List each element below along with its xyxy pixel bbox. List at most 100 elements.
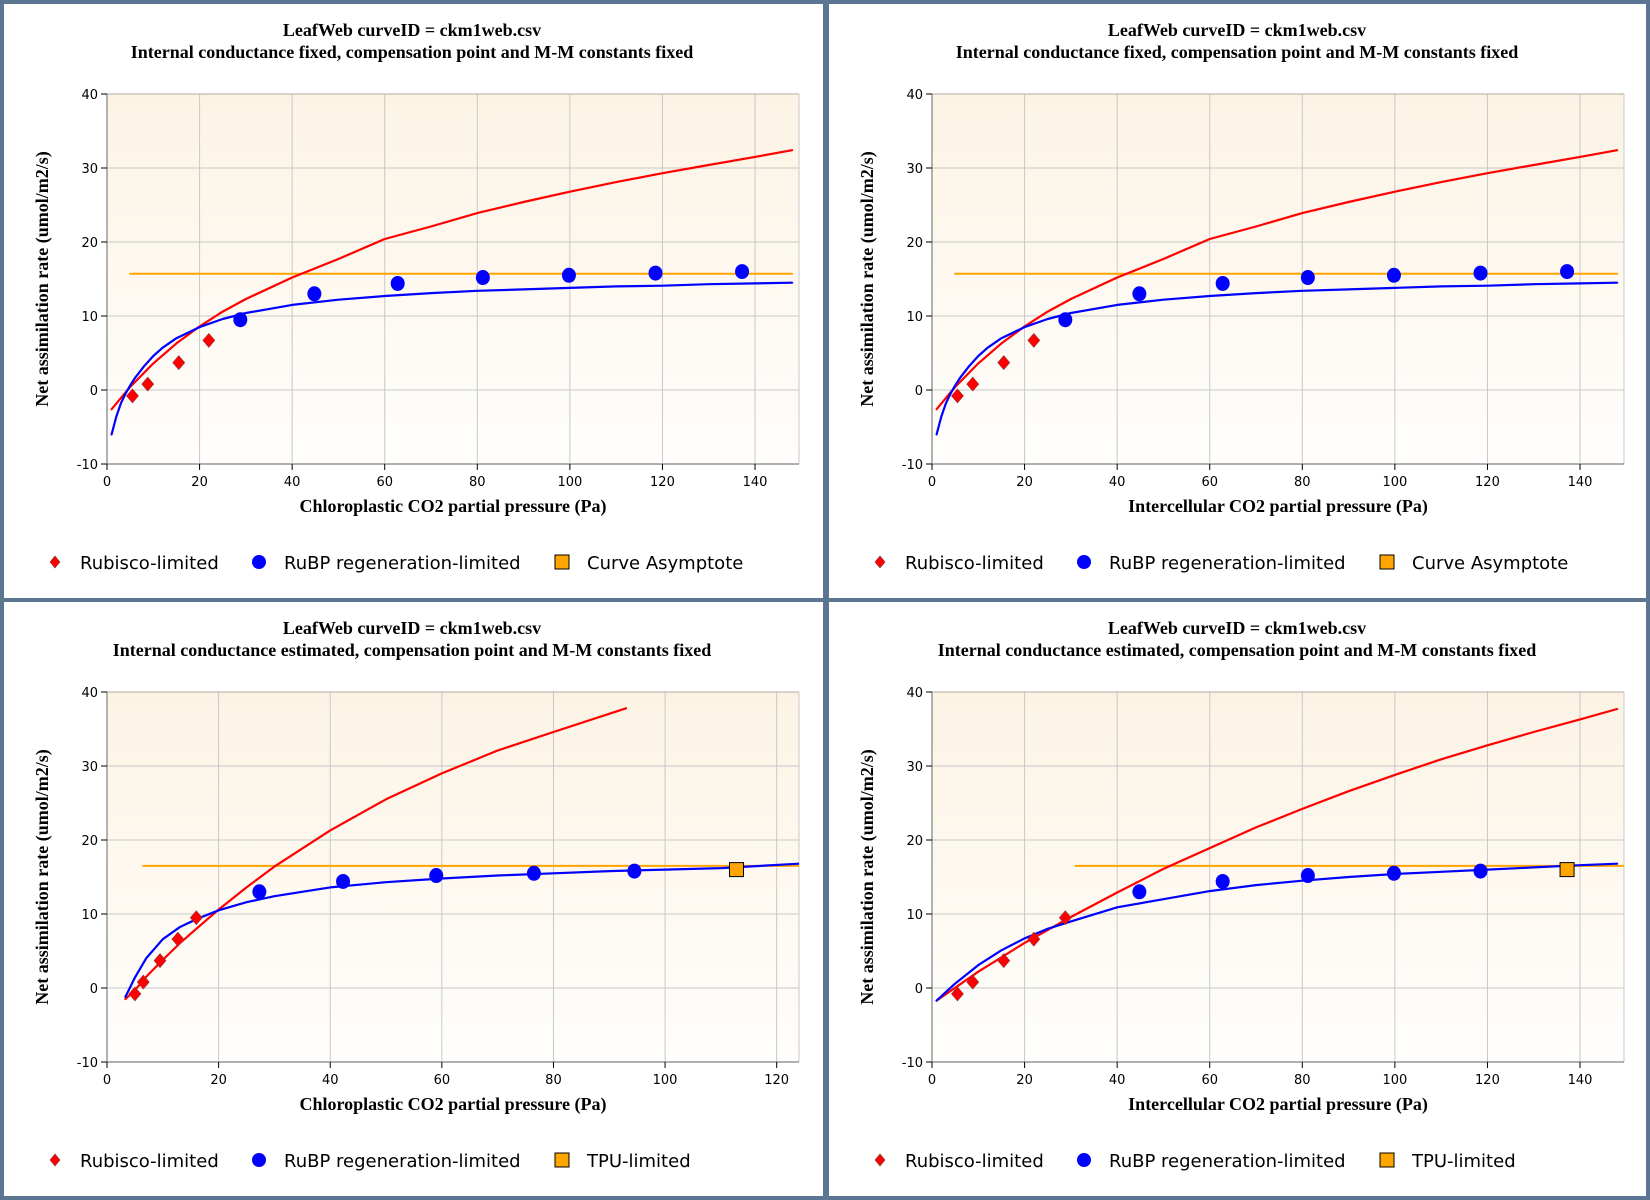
x-tick-label: 120 bbox=[764, 1073, 789, 1088]
x-axis-title: Intercellular CO2 partial pressure (Pa) bbox=[1128, 496, 1428, 517]
y-axis-title: Net assimilation rate (umol/m2/s) bbox=[857, 151, 878, 406]
x-tick-label: 0 bbox=[103, 1073, 111, 1088]
tpu-point bbox=[728, 862, 744, 878]
legend-item: Curve Asymptote bbox=[1379, 553, 1568, 574]
x-axis-title: Chloroplastic CO2 partial pressure (Pa) bbox=[300, 496, 607, 517]
y-tick-label: 40 bbox=[81, 88, 98, 103]
y-tick-label: 30 bbox=[81, 162, 98, 177]
legend-label: Curve Asymptote bbox=[587, 553, 743, 574]
rubisco-point bbox=[202, 332, 216, 348]
rubp-point bbox=[1215, 873, 1230, 889]
rubp-point bbox=[1560, 264, 1575, 280]
rubisco-limited-fit-line bbox=[110, 149, 794, 411]
legend-item: Rubisco-limited bbox=[49, 553, 219, 574]
x-tick-label: 20 bbox=[191, 475, 208, 490]
x-tick-label: 60 bbox=[1201, 1073, 1218, 1088]
legend-item: Curve Asymptote bbox=[554, 553, 743, 574]
x-tick-label: 40 bbox=[1109, 475, 1126, 490]
legend-label: RuBP regeneration-limited bbox=[1109, 1151, 1346, 1172]
x-tick-label: 20 bbox=[210, 1073, 227, 1088]
legend-item: Rubisco-limited bbox=[874, 553, 1044, 574]
y-tick-label: 20 bbox=[906, 236, 923, 251]
rubp-point bbox=[1132, 286, 1147, 302]
legend-square-icon bbox=[554, 554, 570, 570]
rubisco-point bbox=[997, 953, 1011, 969]
y-tick-label: 0 bbox=[90, 384, 98, 399]
legend-item: RuBP regeneration-limited bbox=[1077, 1151, 1346, 1172]
rubisco-point bbox=[141, 376, 155, 392]
x-tick-label: 120 bbox=[1475, 1073, 1500, 1088]
series-layer bbox=[935, 149, 1619, 436]
y-tick-label: 40 bbox=[906, 686, 923, 701]
y-tick-label: 20 bbox=[906, 834, 923, 849]
x-tick-label: 20 bbox=[1016, 475, 1033, 490]
y-tick-label: 10 bbox=[81, 310, 98, 325]
legend-label: Rubisco-limited bbox=[905, 1151, 1044, 1172]
legend-circle-icon bbox=[252, 1153, 266, 1167]
y-tick-label: 40 bbox=[81, 686, 98, 701]
legend-circle-icon bbox=[1077, 1153, 1091, 1167]
x-tick-label: 40 bbox=[1109, 1073, 1126, 1088]
x-tick-label: 0 bbox=[928, 1073, 936, 1088]
chart-subtitle: Internal conductance estimated, compensa… bbox=[938, 640, 1537, 660]
rubisco-point bbox=[1058, 910, 1072, 926]
x-tick-label: 80 bbox=[469, 475, 486, 490]
plot-area bbox=[932, 94, 1624, 464]
x-tick-label: 140 bbox=[743, 475, 768, 490]
y-tick-label: 40 bbox=[906, 88, 923, 103]
x-tick-label: 60 bbox=[1201, 475, 1218, 490]
chart-title: LeafWeb curveID = ckm1web.csv bbox=[1108, 618, 1366, 638]
rubp-point bbox=[561, 267, 576, 283]
legend-diamond-icon bbox=[49, 555, 61, 569]
x-tick-label: 80 bbox=[545, 1073, 562, 1088]
legend-diamond-icon bbox=[874, 1153, 886, 1167]
rubp-point bbox=[1132, 884, 1147, 900]
legend-item: TPU-limited bbox=[1379, 1151, 1516, 1172]
y-tick-label: 10 bbox=[81, 908, 98, 923]
rubisco-point bbox=[172, 355, 186, 371]
rubp-point bbox=[1215, 275, 1230, 291]
chart-subtitle: Internal conductance estimated, compensa… bbox=[113, 640, 712, 660]
x-tick-label: 40 bbox=[284, 475, 301, 490]
tpu-point bbox=[1559, 862, 1575, 878]
legend-label: Rubisco-limited bbox=[905, 553, 1044, 574]
legend-label: RuBP regeneration-limited bbox=[1109, 553, 1346, 574]
chart-panel-top-left: LeafWeb curveID = ckm1web.csv Internal co… bbox=[4, 4, 823, 598]
rubp-point bbox=[648, 265, 663, 281]
y-tick-label: 30 bbox=[906, 162, 923, 177]
y-tick-label: -10 bbox=[77, 1056, 98, 1071]
series-layer bbox=[935, 707, 1624, 1002]
legend-item: RuBP regeneration-limited bbox=[1077, 553, 1346, 574]
rubisco-point bbox=[136, 974, 150, 990]
y-tick-label: 30 bbox=[81, 760, 98, 775]
y-tick-label: 30 bbox=[906, 760, 923, 775]
rubisco-point bbox=[951, 986, 964, 1002]
rubp-point bbox=[475, 270, 490, 286]
y-tick-label: 0 bbox=[915, 982, 923, 997]
rubisco-point bbox=[128, 986, 142, 1002]
legend-item: TPU-limited bbox=[554, 1151, 691, 1172]
y-tick-label: -10 bbox=[902, 458, 923, 473]
rubp-regeneration-limited-fit-line bbox=[935, 862, 1619, 1002]
chart-subtitle: Internal conductance fixed, compensation… bbox=[956, 42, 1519, 62]
rubp-point bbox=[735, 264, 750, 280]
y-tick-label: -10 bbox=[77, 458, 98, 473]
rubisco-point bbox=[966, 376, 980, 392]
legend-square-icon bbox=[1379, 1152, 1395, 1168]
legend-label: Rubisco-limited bbox=[80, 553, 219, 574]
rubp-regeneration-limited-fit-line bbox=[110, 281, 794, 436]
legend-circle-icon bbox=[1077, 555, 1091, 569]
x-tick-label: 80 bbox=[1294, 475, 1311, 490]
rubp-point bbox=[390, 275, 405, 291]
chart-title: LeafWeb curveID = ckm1web.csv bbox=[1108, 20, 1366, 40]
x-tick-label: 100 bbox=[557, 475, 582, 490]
legend-label: TPU-limited bbox=[586, 1151, 691, 1172]
rubisco-point bbox=[171, 931, 185, 947]
x-tick-label: 40 bbox=[322, 1073, 339, 1088]
y-tick-label: 20 bbox=[81, 834, 98, 849]
x-axis-title: Chloroplastic CO2 partial pressure (Pa) bbox=[300, 1094, 607, 1115]
